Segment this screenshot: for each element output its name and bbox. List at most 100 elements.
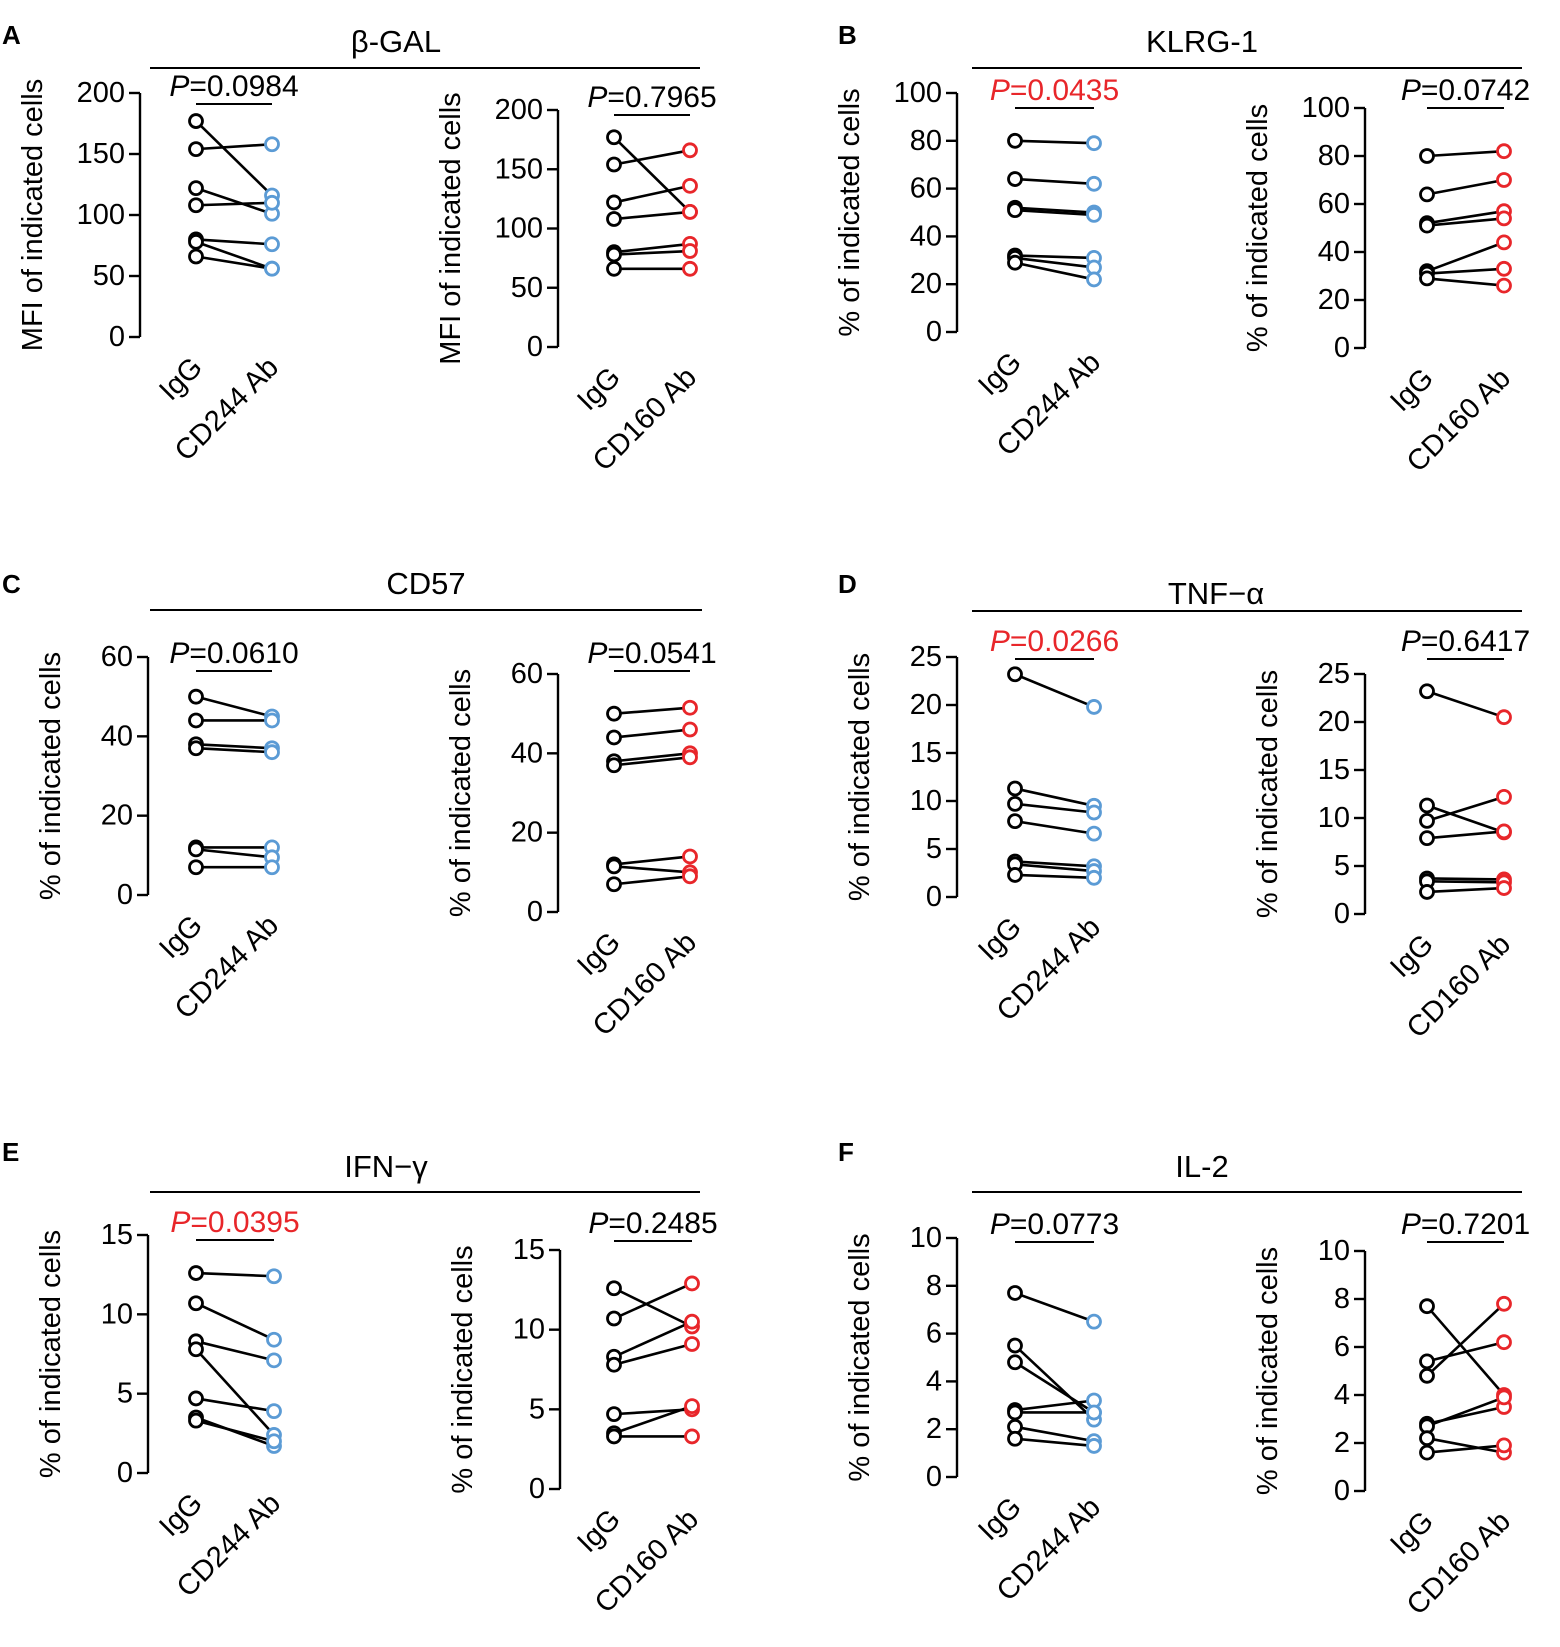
antibody-point: [1496, 234, 1512, 251]
igg-point: [188, 688, 204, 705]
igg-point: [1419, 830, 1435, 847]
pair-line: [1426, 1436, 1505, 1454]
y-tick-label: 40: [511, 737, 543, 769]
y-tick-label: 20: [910, 689, 942, 721]
pair-line: [613, 149, 691, 166]
igg-point: [1007, 780, 1023, 797]
igg-point: [188, 1341, 204, 1358]
y-tick-label: 6: [1334, 1331, 1350, 1363]
pair-line: [195, 1397, 275, 1413]
pair-line: [613, 756, 691, 767]
y-tick-label: 60: [910, 173, 942, 205]
pair-line: [1014, 1344, 1095, 1421]
x-category-label: IgG: [1384, 1505, 1440, 1561]
y-tick-label: 100: [894, 77, 942, 109]
p-symbol: P: [990, 625, 1010, 658]
y-tick-label: 15: [513, 1234, 545, 1266]
igg-point: [1419, 1298, 1435, 1315]
pair-line: [1014, 787, 1095, 808]
igg-point: [1419, 1444, 1435, 1461]
y-tick-label: 20: [511, 817, 543, 849]
pair-line: [1014, 261, 1095, 281]
pair-line: [1426, 830, 1505, 840]
pair-line: [1426, 217, 1505, 227]
p-symbol: P: [587, 637, 607, 670]
igg-point: [1007, 202, 1023, 219]
igg-point: [188, 113, 204, 129]
igg-point: [1007, 795, 1023, 812]
p-symbol: P: [170, 1206, 190, 1239]
y-axis-label: % of indicated cells: [844, 653, 876, 901]
antibody-point: [682, 848, 698, 865]
pair-line: [1426, 690, 1505, 719]
igg-point: [1007, 867, 1023, 883]
group-title: CD57: [386, 566, 465, 601]
y-tick-label: 10: [513, 1314, 545, 1346]
pair-line: [1426, 178, 1505, 196]
p-value-label: P=0.6417: [1401, 625, 1530, 658]
pair-line: [195, 695, 273, 718]
antibody-point: [1496, 823, 1512, 840]
pair-line: [1014, 1291, 1095, 1323]
antibody-point: [1086, 135, 1102, 152]
y-tick-label: 100: [77, 199, 125, 231]
y-tick-label: 80: [910, 125, 942, 157]
antibody-point: [1086, 1313, 1102, 1330]
group-title: TNF−α: [1168, 576, 1264, 611]
antibody-point: [1496, 210, 1512, 227]
y-tick-label: 100: [495, 213, 543, 245]
igg-point: [188, 197, 204, 214]
antibody-point: [264, 712, 280, 729]
antibody-point: [1086, 1438, 1102, 1454]
pair-line: [1014, 673, 1095, 709]
antibody-point: [1086, 804, 1102, 821]
p-value-label: P=0.0610: [169, 637, 298, 670]
x-category-label: IgG: [571, 1503, 627, 1559]
x-category-label: IgG: [972, 911, 1028, 967]
y-tick-label: 0: [117, 1457, 133, 1489]
y-tick-label: 5: [1334, 850, 1350, 882]
antibody-point: [682, 204, 698, 220]
antibody-point: [266, 1433, 282, 1450]
y-tick-label: 20: [910, 268, 942, 300]
y-tick-label: 5: [926, 833, 942, 865]
antibody-point: [684, 1336, 700, 1352]
pair-line: [613, 1282, 693, 1320]
y-tick-label: 25: [910, 641, 942, 673]
antibody-point: [684, 1398, 700, 1415]
pair-line: [1426, 804, 1505, 834]
antibody-point: [266, 1331, 282, 1348]
pair-line: [1014, 1437, 1095, 1448]
pair-line: [1014, 208, 1095, 217]
y-tick-label: 200: [77, 77, 125, 109]
y-tick-label: 150: [77, 138, 125, 170]
pair-line: [1426, 1396, 1505, 1428]
igg-point: [606, 156, 622, 173]
panel-b: B KLRG-1 0 20 40 60 80 100 % of indicated cells I…: [834, 20, 1530, 478]
p-value: =0.0742: [1421, 74, 1530, 107]
pair-line: [1426, 1302, 1505, 1377]
panel-letter: C: [2, 569, 21, 599]
p-symbol: P: [1401, 625, 1421, 658]
pair-line: [1426, 886, 1505, 894]
pair-line: [1014, 139, 1095, 145]
pair-line: [195, 240, 273, 270]
p-symbol: P: [169, 637, 189, 670]
antibody-point: [682, 868, 698, 885]
antibody-point: [266, 1352, 282, 1369]
p-value: =0.0984: [189, 70, 298, 103]
y-tick-label: 10: [1318, 802, 1350, 834]
y-axis-label: % of indicated cells: [1252, 670, 1284, 918]
p-value: =0.0435: [1010, 74, 1119, 107]
y-axis-label: MFI of indicated cells: [435, 92, 467, 364]
igg-point: [188, 859, 204, 876]
antibody-point: [684, 1313, 700, 1330]
igg-point: [1419, 270, 1435, 287]
igg-point: [188, 1265, 204, 1281]
antibody-point: [1496, 1295, 1512, 1312]
x-category-label: IgG: [1384, 928, 1440, 984]
